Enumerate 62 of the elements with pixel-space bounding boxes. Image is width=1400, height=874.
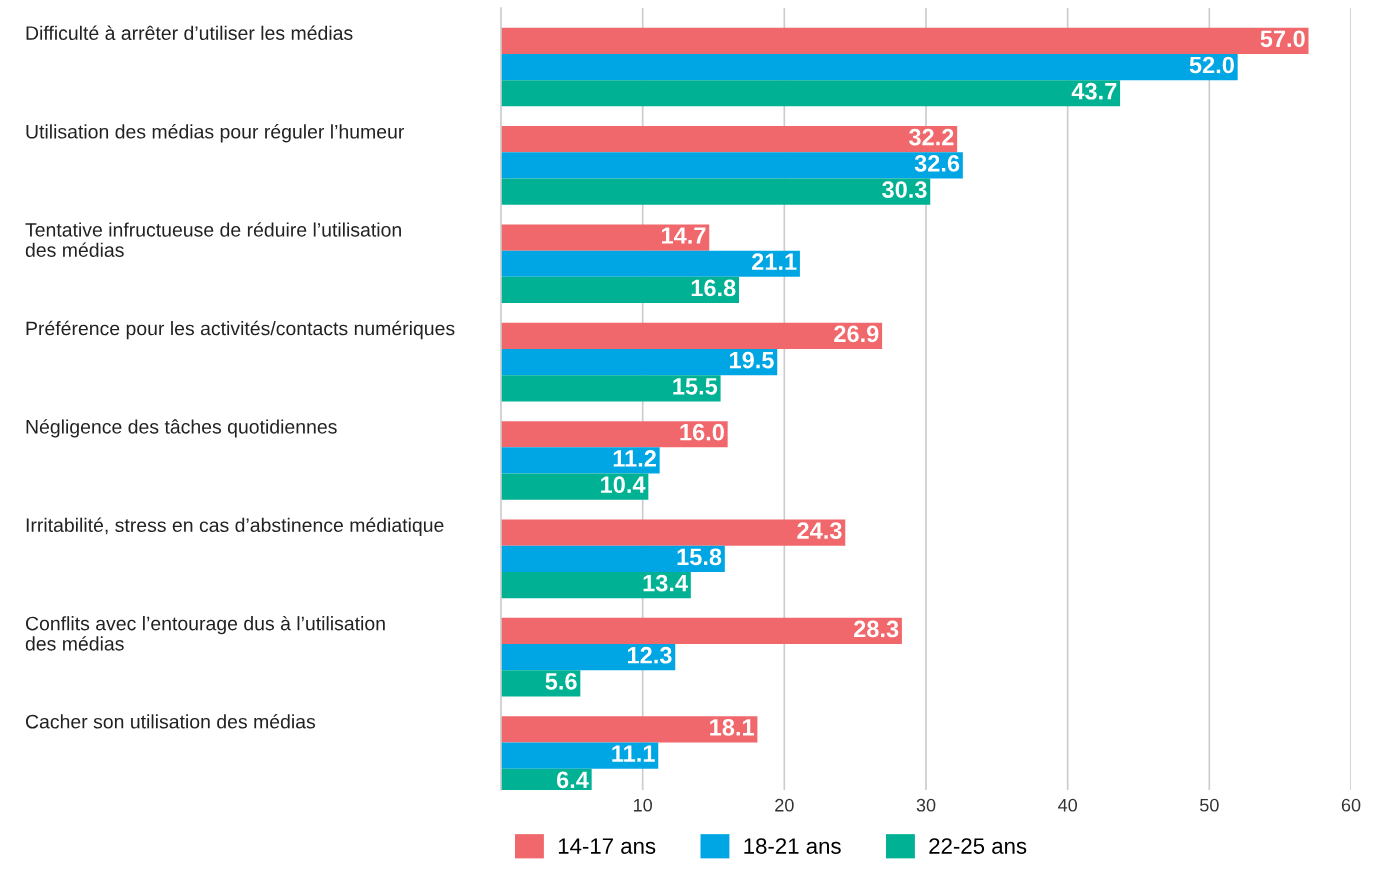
data-label: 15.8 [677, 548, 722, 566]
data-label: 16.8 [691, 279, 736, 297]
bar [501, 27, 1309, 54]
y-tick-label: Préférence pour les activités/contacts numériques [26, 320, 455, 340]
legend-label: 18-21 ans [744, 838, 841, 854]
data-label: 26.9 [834, 325, 879, 343]
data-label: 32.6 [914, 155, 960, 172]
bar [501, 152, 963, 179]
data-label: 11.2 [613, 450, 656, 467]
data-label: 57.0 [1260, 30, 1305, 48]
data-label: 12.3 [628, 646, 672, 664]
data-label: 18.1 [710, 718, 754, 736]
bar [501, 53, 1238, 81]
bar [501, 250, 800, 277]
bar [501, 80, 1121, 107]
data-label: 43.7 [1071, 82, 1117, 100]
data-label: 11.1 [612, 745, 655, 762]
data-label: 14.7 [662, 227, 706, 244]
bar [501, 421, 728, 448]
bar [501, 349, 778, 376]
data-label: 24.3 [797, 522, 842, 539]
data-label: 10.4 [601, 476, 646, 494]
bar [501, 519, 846, 546]
bar [501, 617, 902, 645]
bar [501, 447, 660, 474]
bar [501, 178, 931, 205]
y-tick-label: Conflits avec l’entourage dus à l’utilisation des médias [25, 615, 385, 651]
legend-label: 14-17 ans [558, 838, 656, 854]
bar [501, 545, 725, 572]
bar [501, 716, 758, 743]
bar [501, 375, 721, 402]
data-label: 15.5 [673, 378, 718, 395]
data-label: 32.2 [908, 128, 954, 146]
y-tick-label: Négligence des tâches quotidiennes [26, 419, 337, 438]
x-tick-label: 60 [1341, 798, 1361, 812]
data-label: 52.0 [1189, 56, 1234, 74]
bar [501, 276, 739, 304]
data-label: 19.5 [730, 351, 774, 369]
x-tick-label: 30 [916, 798, 936, 812]
data-label: 13.4 [643, 574, 688, 592]
x-tick-label: 40 [1058, 798, 1077, 812]
x-tick-label: 10 [634, 798, 652, 812]
legend-label: 22-25 ans [929, 838, 1027, 854]
data-label: 28.3 [854, 620, 899, 638]
bar [501, 322, 883, 349]
x-tick-label: 50 [1200, 798, 1219, 812]
y-tick-label: Difficulté à arrêter d’utiliser les médias [26, 25, 353, 40]
y-tick-label: Irritabilité, stress en cas d’abstinence médiatique [26, 517, 444, 536]
bar [501, 644, 676, 671]
bar [501, 224, 710, 251]
data-label: 16.0 [680, 423, 724, 441]
data-label: 21.1 [752, 253, 797, 270]
y-tick-label: Tentative infructueuse de réduire l’utilisation des médias [25, 222, 401, 257]
data-label: 30.3 [882, 181, 927, 198]
data-label: 6.4 [556, 771, 589, 789]
y-tick-label: Utilisation des médias pour réguler l’humeur [26, 124, 405, 143]
bar [501, 473, 649, 500]
y-tick-label: Cacher son utilisation des médias [25, 714, 316, 729]
bar [501, 126, 958, 153]
bar [501, 571, 691, 599]
x-tick-label: 20 [775, 798, 794, 812]
data-label: 5.6 [545, 673, 577, 690]
